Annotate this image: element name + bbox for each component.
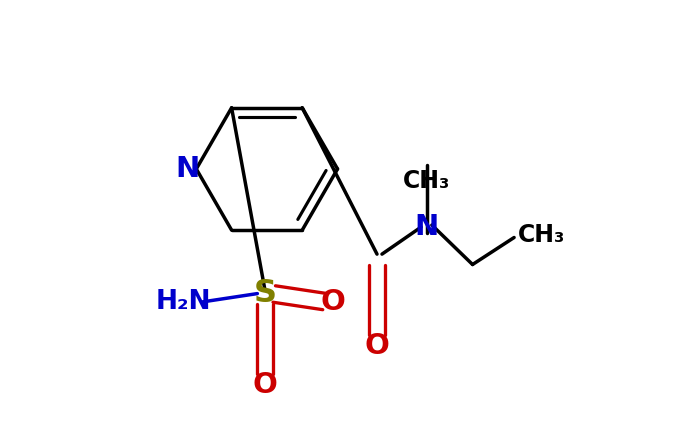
- Text: CH₃: CH₃: [517, 224, 565, 248]
- Text: N: N: [414, 213, 439, 241]
- Text: N: N: [175, 155, 199, 183]
- Text: O: O: [253, 371, 277, 399]
- Text: O: O: [321, 288, 346, 316]
- Text: O: O: [365, 331, 389, 360]
- Text: H₂N: H₂N: [156, 289, 211, 315]
- Text: S: S: [253, 278, 276, 309]
- Text: CH₃: CH₃: [403, 169, 451, 193]
